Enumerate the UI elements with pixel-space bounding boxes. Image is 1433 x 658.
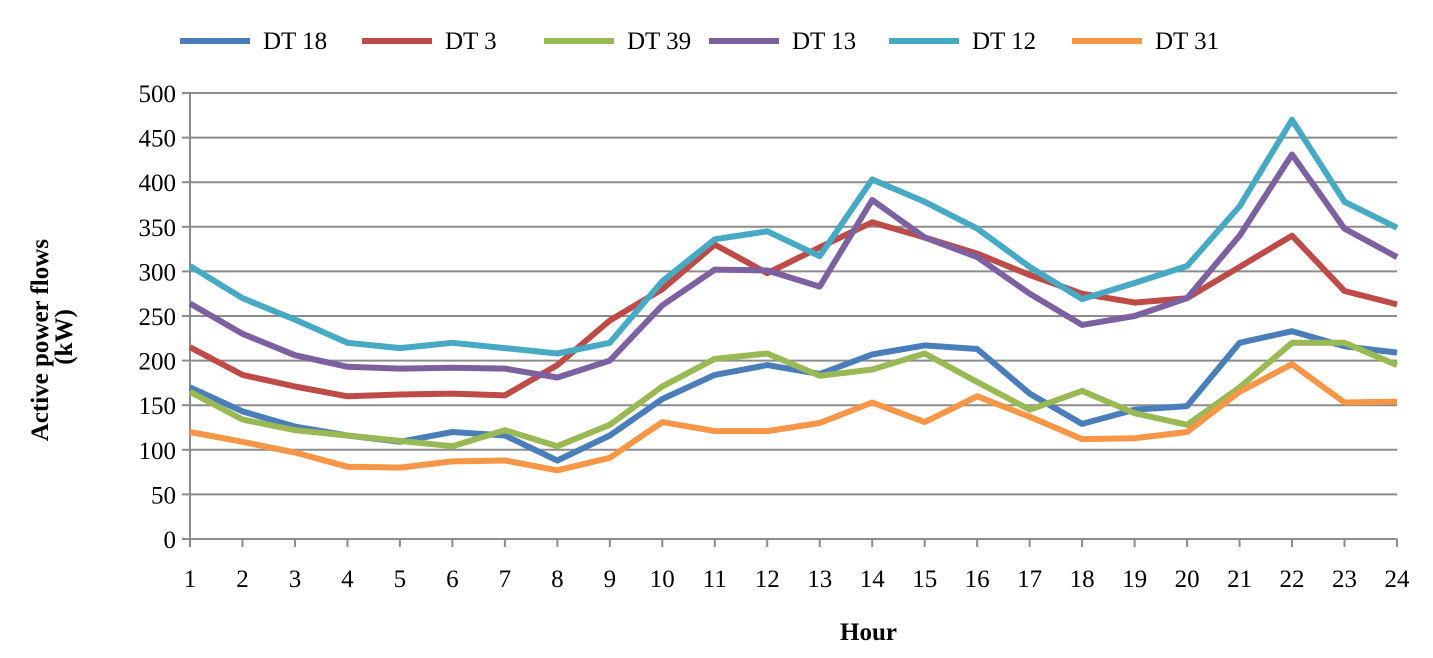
x-tick-label: 2 bbox=[236, 566, 249, 593]
legend-label: DT 31 bbox=[1155, 28, 1219, 55]
x-tick-label: 21 bbox=[1227, 566, 1252, 593]
y-tick-label: 450 bbox=[139, 126, 177, 153]
x-tick-label: 23 bbox=[1332, 566, 1357, 593]
x-tick-label: 5 bbox=[394, 566, 407, 593]
x-tick-label: 1 bbox=[184, 566, 197, 593]
y-tick-label: 0 bbox=[164, 527, 177, 554]
series-line-dt-31 bbox=[189, 361, 1398, 474]
y-axis-title: Active power flows (kW) bbox=[27, 233, 78, 442]
x-tick-label: 8 bbox=[551, 566, 564, 593]
x-tick-label: 15 bbox=[912, 566, 937, 593]
x-tick-label: 10 bbox=[650, 566, 675, 593]
legend-label: DT 18 bbox=[263, 28, 327, 55]
x-tick-label: 18 bbox=[1070, 566, 1095, 593]
x-tick-label: 19 bbox=[1122, 566, 1147, 593]
legend: DT 18 DT 3 DT 39 DT 13 DT 12 DT 31 bbox=[180, 28, 1219, 55]
y-tick-label: 150 bbox=[139, 393, 177, 420]
x-tick-label: 9 bbox=[604, 566, 617, 593]
x-tick-label: 24 bbox=[1385, 566, 1411, 593]
legend-label: DT 13 bbox=[792, 28, 856, 55]
series-line-dt-12 bbox=[188, 116, 1399, 357]
series-line-dt-3 bbox=[188, 219, 1398, 400]
y-tick-label: 200 bbox=[139, 349, 177, 376]
y-tick-label: 100 bbox=[139, 438, 177, 465]
legend-label: DT 39 bbox=[627, 28, 691, 55]
y-tick-label: 300 bbox=[139, 259, 177, 286]
axes bbox=[189, 93, 1398, 547]
x-tick-label: 12 bbox=[755, 566, 780, 593]
y-tick-label: 250 bbox=[139, 304, 177, 331]
x-tick-label: 3 bbox=[289, 566, 302, 593]
x-tick-label: 20 bbox=[1175, 566, 1200, 593]
legend-label: DT 3 bbox=[445, 28, 497, 55]
x-tick-label: 4 bbox=[341, 566, 354, 593]
y-tick-label: 350 bbox=[139, 215, 177, 242]
x-tick-label: 6 bbox=[446, 566, 459, 593]
y-tick-labels: 0 50 100 150 200 250 300 350 400 450 500 bbox=[139, 81, 177, 554]
x-tick-label: 7 bbox=[499, 566, 512, 593]
y-tick-label: 400 bbox=[139, 170, 177, 197]
y-axis-title-line-2: (kW) bbox=[51, 309, 78, 365]
x-tick-label: 14 bbox=[860, 566, 886, 593]
x-tick-label: 22 bbox=[1280, 566, 1305, 593]
x-tick-label: 13 bbox=[807, 566, 832, 593]
x-tick-label: 17 bbox=[1017, 566, 1042, 593]
gridlines bbox=[182, 92, 1397, 540]
y-tick-label: 500 bbox=[139, 81, 177, 108]
series-line-dt-39 bbox=[188, 339, 1399, 450]
y-tick-label: 50 bbox=[151, 482, 176, 509]
x-axis-title: Hour bbox=[840, 619, 897, 646]
x-tick-label: 16 bbox=[965, 566, 990, 593]
x-tick-label: 11 bbox=[703, 566, 727, 593]
y-axis-title-line-1: Active power flows bbox=[27, 239, 54, 442]
legend-label: DT 12 bbox=[972, 28, 1036, 55]
x-tick-labels: 1 2 3 4 5 6 7 8 9 10 11 12 13 14 15 16 17 18 19 20 21 22 23 24 bbox=[184, 566, 1410, 593]
series-lines bbox=[188, 116, 1399, 474]
series-line-dt-13 bbox=[188, 151, 1399, 381]
